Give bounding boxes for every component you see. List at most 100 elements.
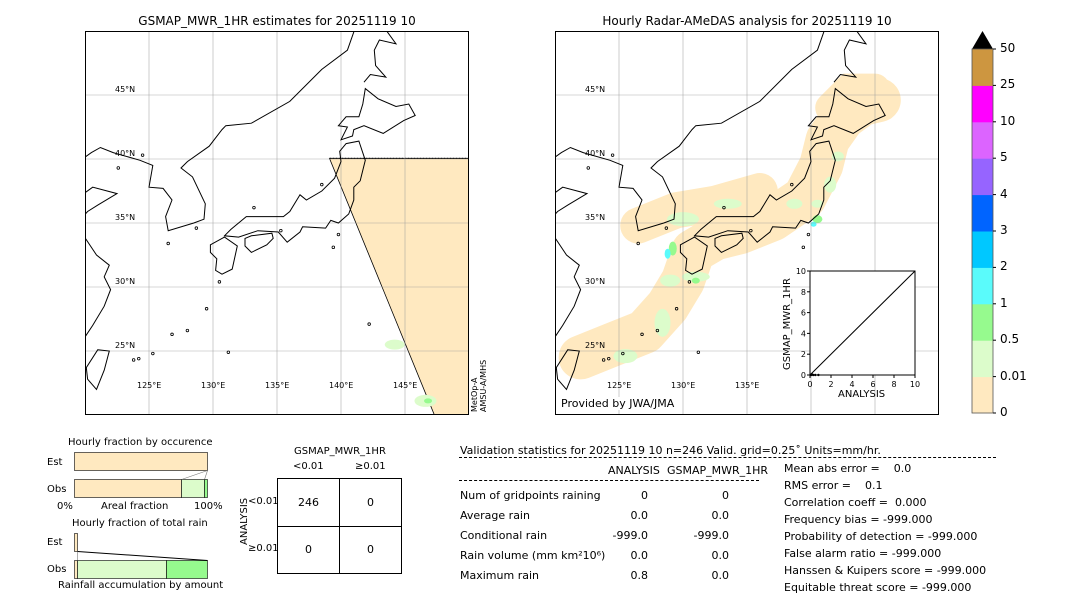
lon-tick-label: 135°E [735,381,760,390]
contingency-cell: 246 [298,496,319,509]
island [722,205,726,210]
inset-x-tick-label: 2 [828,380,833,389]
satellite-label: MetOp-A AMSU-A/MHS [470,360,488,412]
stats-score: False alarm ratio = -999.000 [784,547,942,560]
stats-row-analysis: 0.8 [630,569,649,582]
inset-y-tick-label: 0 [801,371,806,380]
occurrence-xmax: 100% [194,501,223,512]
lon-tick-label: 125°E [137,381,162,390]
rain-area-light [713,198,742,209]
credit-text: Provided by JWA/JMA [561,397,675,410]
analysis-coverage [620,173,778,244]
inset-x-tick-label: 6 [870,380,875,389]
stats-score: Probability of detection = -999.000 [784,530,978,543]
scatter-point [814,373,817,377]
map-frame [85,31,469,415]
island [137,356,141,361]
stats-row-analysis: 0.0 [630,509,649,522]
island [664,226,669,230]
lat-tick-label: 25°N [585,341,606,350]
satellite-name: MetOp-A [470,377,479,412]
island [687,280,692,284]
island [607,356,611,361]
total-rain-obs-label: Obs [47,564,67,575]
rain-area-heavy [810,221,817,227]
stats-col-analysis: ANALYSIS [608,464,660,477]
island [151,351,155,356]
lon-tick-label: 140°E [329,381,354,390]
colorbar-tick-label: 1 [1000,295,1008,310]
colorbar-tick-label: 2 [1000,259,1008,274]
island [204,307,209,311]
colorbar-bin [972,376,993,414]
rain-area-heavy [664,248,671,259]
connector-line [77,551,208,561]
diagonal-line [809,270,916,376]
coastline-kyushu [679,236,708,275]
stats-header: Validation statistics for 20251119 10 n=… [460,444,881,457]
stats-row-label: Rain volume (mm km²10⁶) [460,549,606,562]
divider [459,480,759,481]
colorbar-tick-label: 0.5 [1000,332,1020,347]
contingency-cell: 0 [367,496,374,509]
total-rain-title: Hourly fraction of total rain [72,518,208,529]
lon-tick-label: 125°E [607,381,632,390]
inset-xlabel: ANALYSIS [838,389,886,400]
coastline-sakhalin [363,31,398,83]
left-map-title: GSMAP_MWR_1HR estimates for 20251119 10 [138,14,416,28]
stats-score: Mean abs error = 0.0 [784,462,912,475]
occurrence-xmin: 0% [57,501,73,512]
total-rain-obs-light-bar [77,560,167,579]
occurrence-obs-label: Obs [47,484,67,495]
inset-y-tick-label: 4 [801,329,806,338]
island [636,241,640,246]
stats-row-analysis: -999.0 [612,529,648,542]
right-map-title: Hourly Radar-AMeDAS analysis for 2025111… [602,14,892,28]
coastline-taiwan [555,349,580,391]
colorbar-tick-label: 4 [1000,186,1008,201]
stats-row-label: Maximum rain [460,569,539,582]
occurrence-obs-moderate-bar [204,479,208,498]
rain-area-light [654,308,671,337]
contingency-table: 246 0 0 0 [277,478,402,574]
colorbar-bin [972,340,993,378]
occurrence-obs-light-bar [181,479,205,498]
colorbar-tick-label: 50 [1000,41,1016,55]
island [226,350,231,354]
island [621,351,625,356]
inset-scatter: 00 2 2 4 4 6 6 8 8 10 10 [796,267,920,389]
coastline-mainland [85,31,355,232]
occurrence-est-label: Est [47,457,63,468]
inset-y-tick-label: 10 [796,267,806,276]
island [696,350,701,354]
island [655,328,660,333]
colorbar-bin [972,85,993,123]
coastline-shikoku [714,232,744,254]
colorbar-tick-label: 0.01 [1000,368,1027,383]
total-rain-obs-none-bar [74,560,78,579]
inset-ylabel: GSMAP_MWR_1HR [782,278,793,370]
colorbar-tick-label: 5 [1000,150,1008,165]
coastline-shikoku [244,232,274,254]
rain-area-moderate [424,398,433,404]
colorbar-bin [972,267,993,305]
contingency-col-label: <0.01 [293,461,324,472]
stats-score: Correlation coeff = 0.000 [784,496,927,509]
coastline-sakhalin [833,31,868,83]
lon-tick-label: 135°E [265,381,290,390]
colorbar-tick-label: 3 [1000,223,1008,237]
colorbar-bin [972,231,993,268]
inset-x-tick-label: 4 [849,380,854,389]
island [801,245,806,250]
colorbar-tick-label: 25 [1000,77,1016,92]
sensor-name: AMSU-A/MHS [479,359,488,412]
stats-col-gsmap: GSMAP_MWR_1HR [667,464,769,477]
island [252,205,256,210]
stats-row-label: Average rain [460,509,530,522]
colorbar-tick-label: 10 [1000,113,1016,128]
rain-area-light [811,199,824,208]
lat-tick-label: 25°N [115,341,136,350]
lon-tick-label: 145°E [393,381,418,390]
scatter-point [817,373,820,377]
rain-area-light [824,176,837,193]
